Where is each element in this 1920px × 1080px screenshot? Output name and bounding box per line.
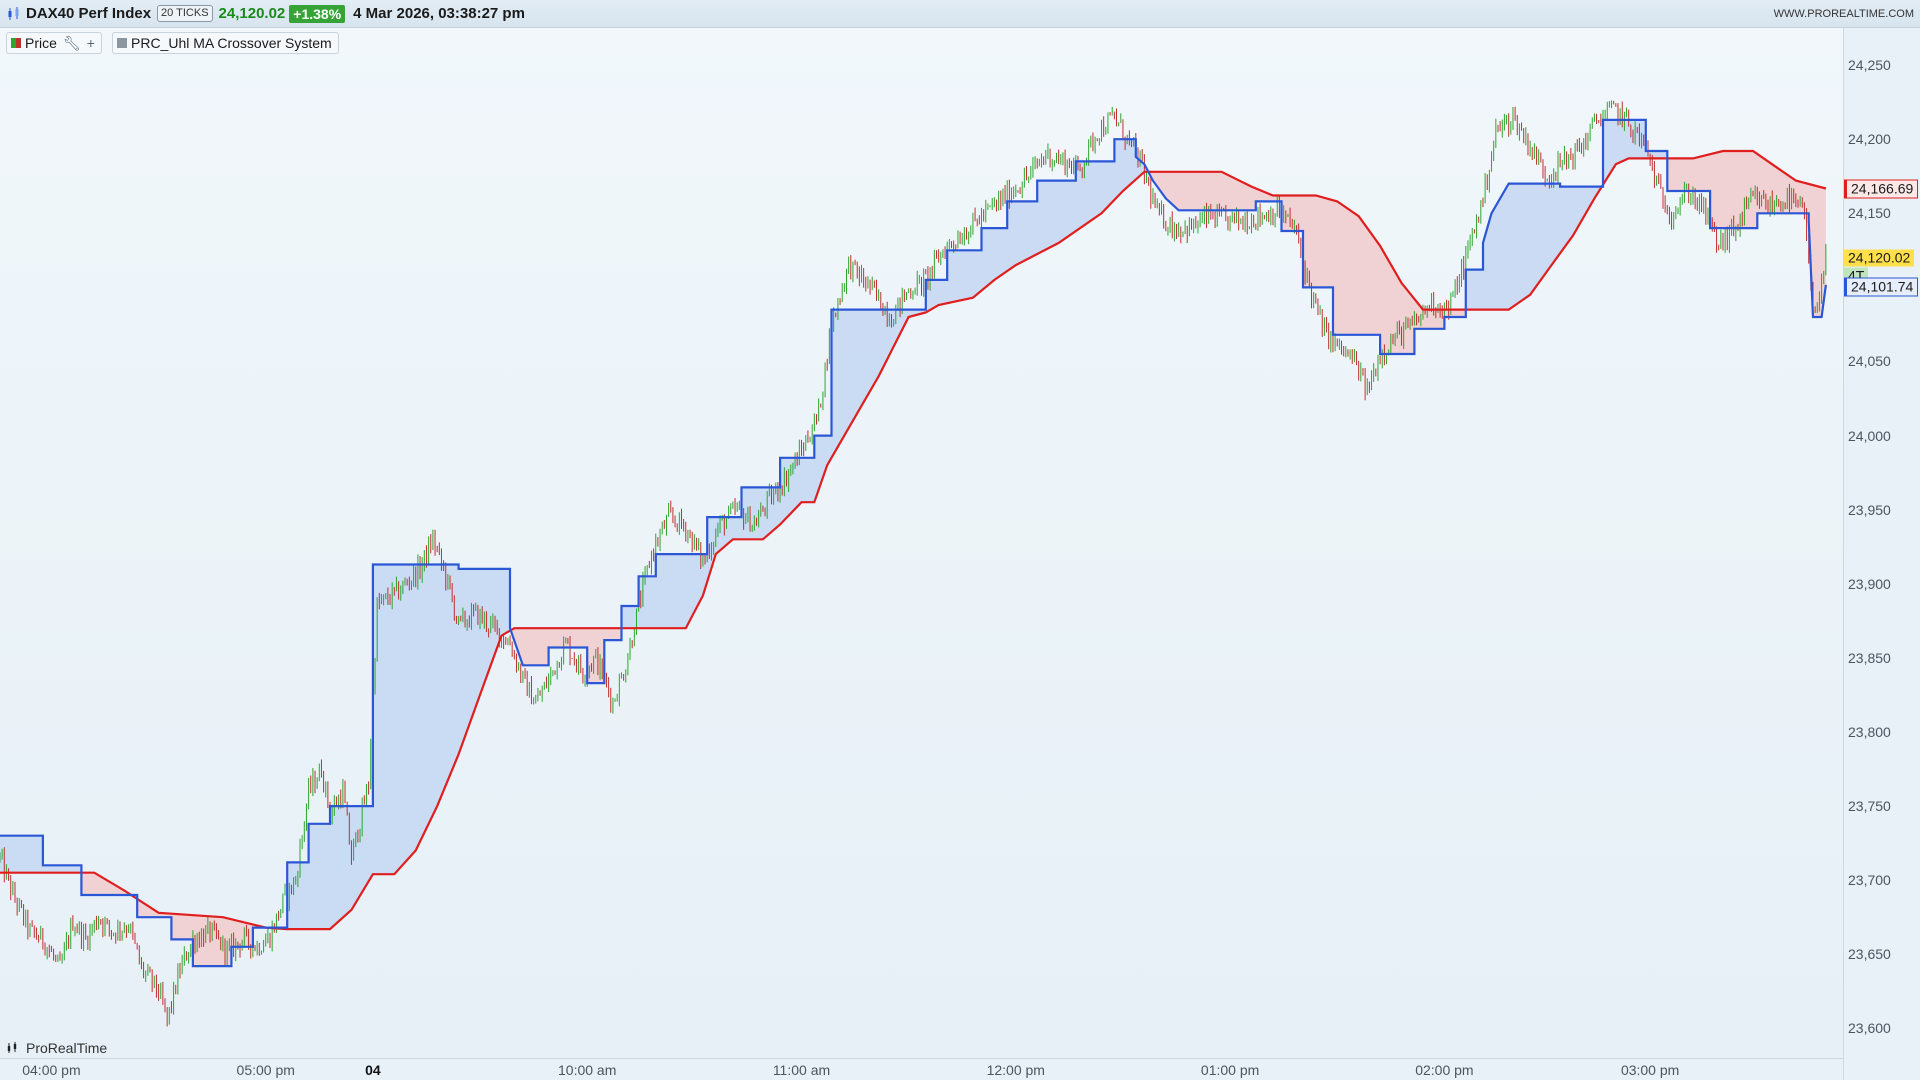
instrument-header: DAX40 Perf Index 20 TICKS 24,120.02 +1.3… (0, 0, 1920, 28)
slow-line-price-tag: 24,166.69 (1844, 179, 1919, 199)
prorealtime-logo-icon (7, 1042, 17, 1053)
x-tick-label: 04:00 pm (22, 1062, 81, 1078)
timeframe-button[interactable]: 20 TICKS (157, 5, 213, 22)
candlestick-logo-icon (8, 6, 19, 20)
y-tick-label: 24,150 (1848, 205, 1891, 222)
y-tick-label: 23,600 (1848, 1020, 1891, 1037)
slow-ma-line (0, 149, 1827, 931)
legend-indicator[interactable]: PRC_Uhl MA Crossover System (112, 32, 339, 54)
x-tick-label: 12:00 pm (986, 1062, 1045, 1078)
change-badge: +1.38% (289, 4, 346, 23)
legend-price[interactable]: Price 🔧︎ + (6, 32, 102, 54)
y-tick-label: 23,700 (1848, 872, 1891, 889)
legend-price-label: Price (25, 35, 57, 51)
last-price: 24,120.02 (218, 5, 286, 22)
bearish-zone-fill (1148, 171, 1467, 354)
y-tick-label: 24,250 (1848, 57, 1891, 74)
legend-indicator-label: PRC_Uhl MA Crossover System (131, 35, 332, 51)
bullish-zone-fill (1603, 119, 1668, 191)
fast-ma-line (0, 118, 1827, 968)
y-tick-label: 23,900 (1848, 575, 1891, 592)
y-tick-label: 23,750 (1848, 798, 1891, 815)
y-tick-label: 23,950 (1848, 501, 1891, 518)
bullish-zone-fill (1466, 183, 1603, 310)
indicator-swatch-icon (117, 38, 127, 48)
y-tick-label: 23,800 (1848, 723, 1891, 740)
bearish-zone-fill (510, 606, 623, 684)
y-tick-label: 24,050 (1848, 353, 1891, 370)
x-tick-label: 11:00 am (772, 1062, 831, 1078)
x-tick-label: 04 (365, 1062, 381, 1078)
y-tick-label: 24,000 (1848, 427, 1891, 444)
brand-url: WWW.PROREALTIME.COM (1773, 8, 1914, 20)
bullish-zone-fill (265, 564, 511, 930)
datetime-label: 4 Mar 2026, 03:38:27 pm (353, 5, 525, 22)
price-swatch-icon (11, 38, 21, 48)
add-indicator-icon[interactable]: + (86, 35, 95, 51)
instrument-name[interactable]: DAX40 Perf Index (26, 5, 152, 22)
y-tick-label: 24,200 (1848, 131, 1891, 148)
last-price-tag: 24,120.02 (1844, 249, 1915, 267)
price-axis[interactable] (1843, 28, 1920, 1080)
bearish-zone-fill (1667, 151, 1826, 317)
y-tick-label: 23,850 (1848, 649, 1891, 666)
x-tick-label: 03:00 pm (1620, 1062, 1680, 1078)
price-chart[interactable] (0, 0, 1843, 1058)
x-tick-label: 01:00 pm (1200, 1062, 1260, 1078)
x-tick-label: 10:00 am (558, 1062, 617, 1078)
time-axis[interactable] (0, 1058, 1843, 1080)
bearish-zone-fill (81, 872, 132, 895)
footer-brand-label: ProRealTime (26, 1040, 108, 1056)
x-tick-label: 05:00 pm (236, 1062, 295, 1078)
bullish-zone-fill (0, 835, 82, 895)
wrench-icon[interactable]: 🔧︎ (62, 34, 81, 51)
prorealtime-brand: ProRealTime (6, 1040, 107, 1056)
bullish-zone-fill (622, 139, 1149, 629)
x-tick-label: 02:00 pm (1415, 1062, 1474, 1078)
y-tick-label: 23,650 (1848, 946, 1891, 963)
fast-line-price-tag: 24,101.74 (1844, 277, 1919, 297)
